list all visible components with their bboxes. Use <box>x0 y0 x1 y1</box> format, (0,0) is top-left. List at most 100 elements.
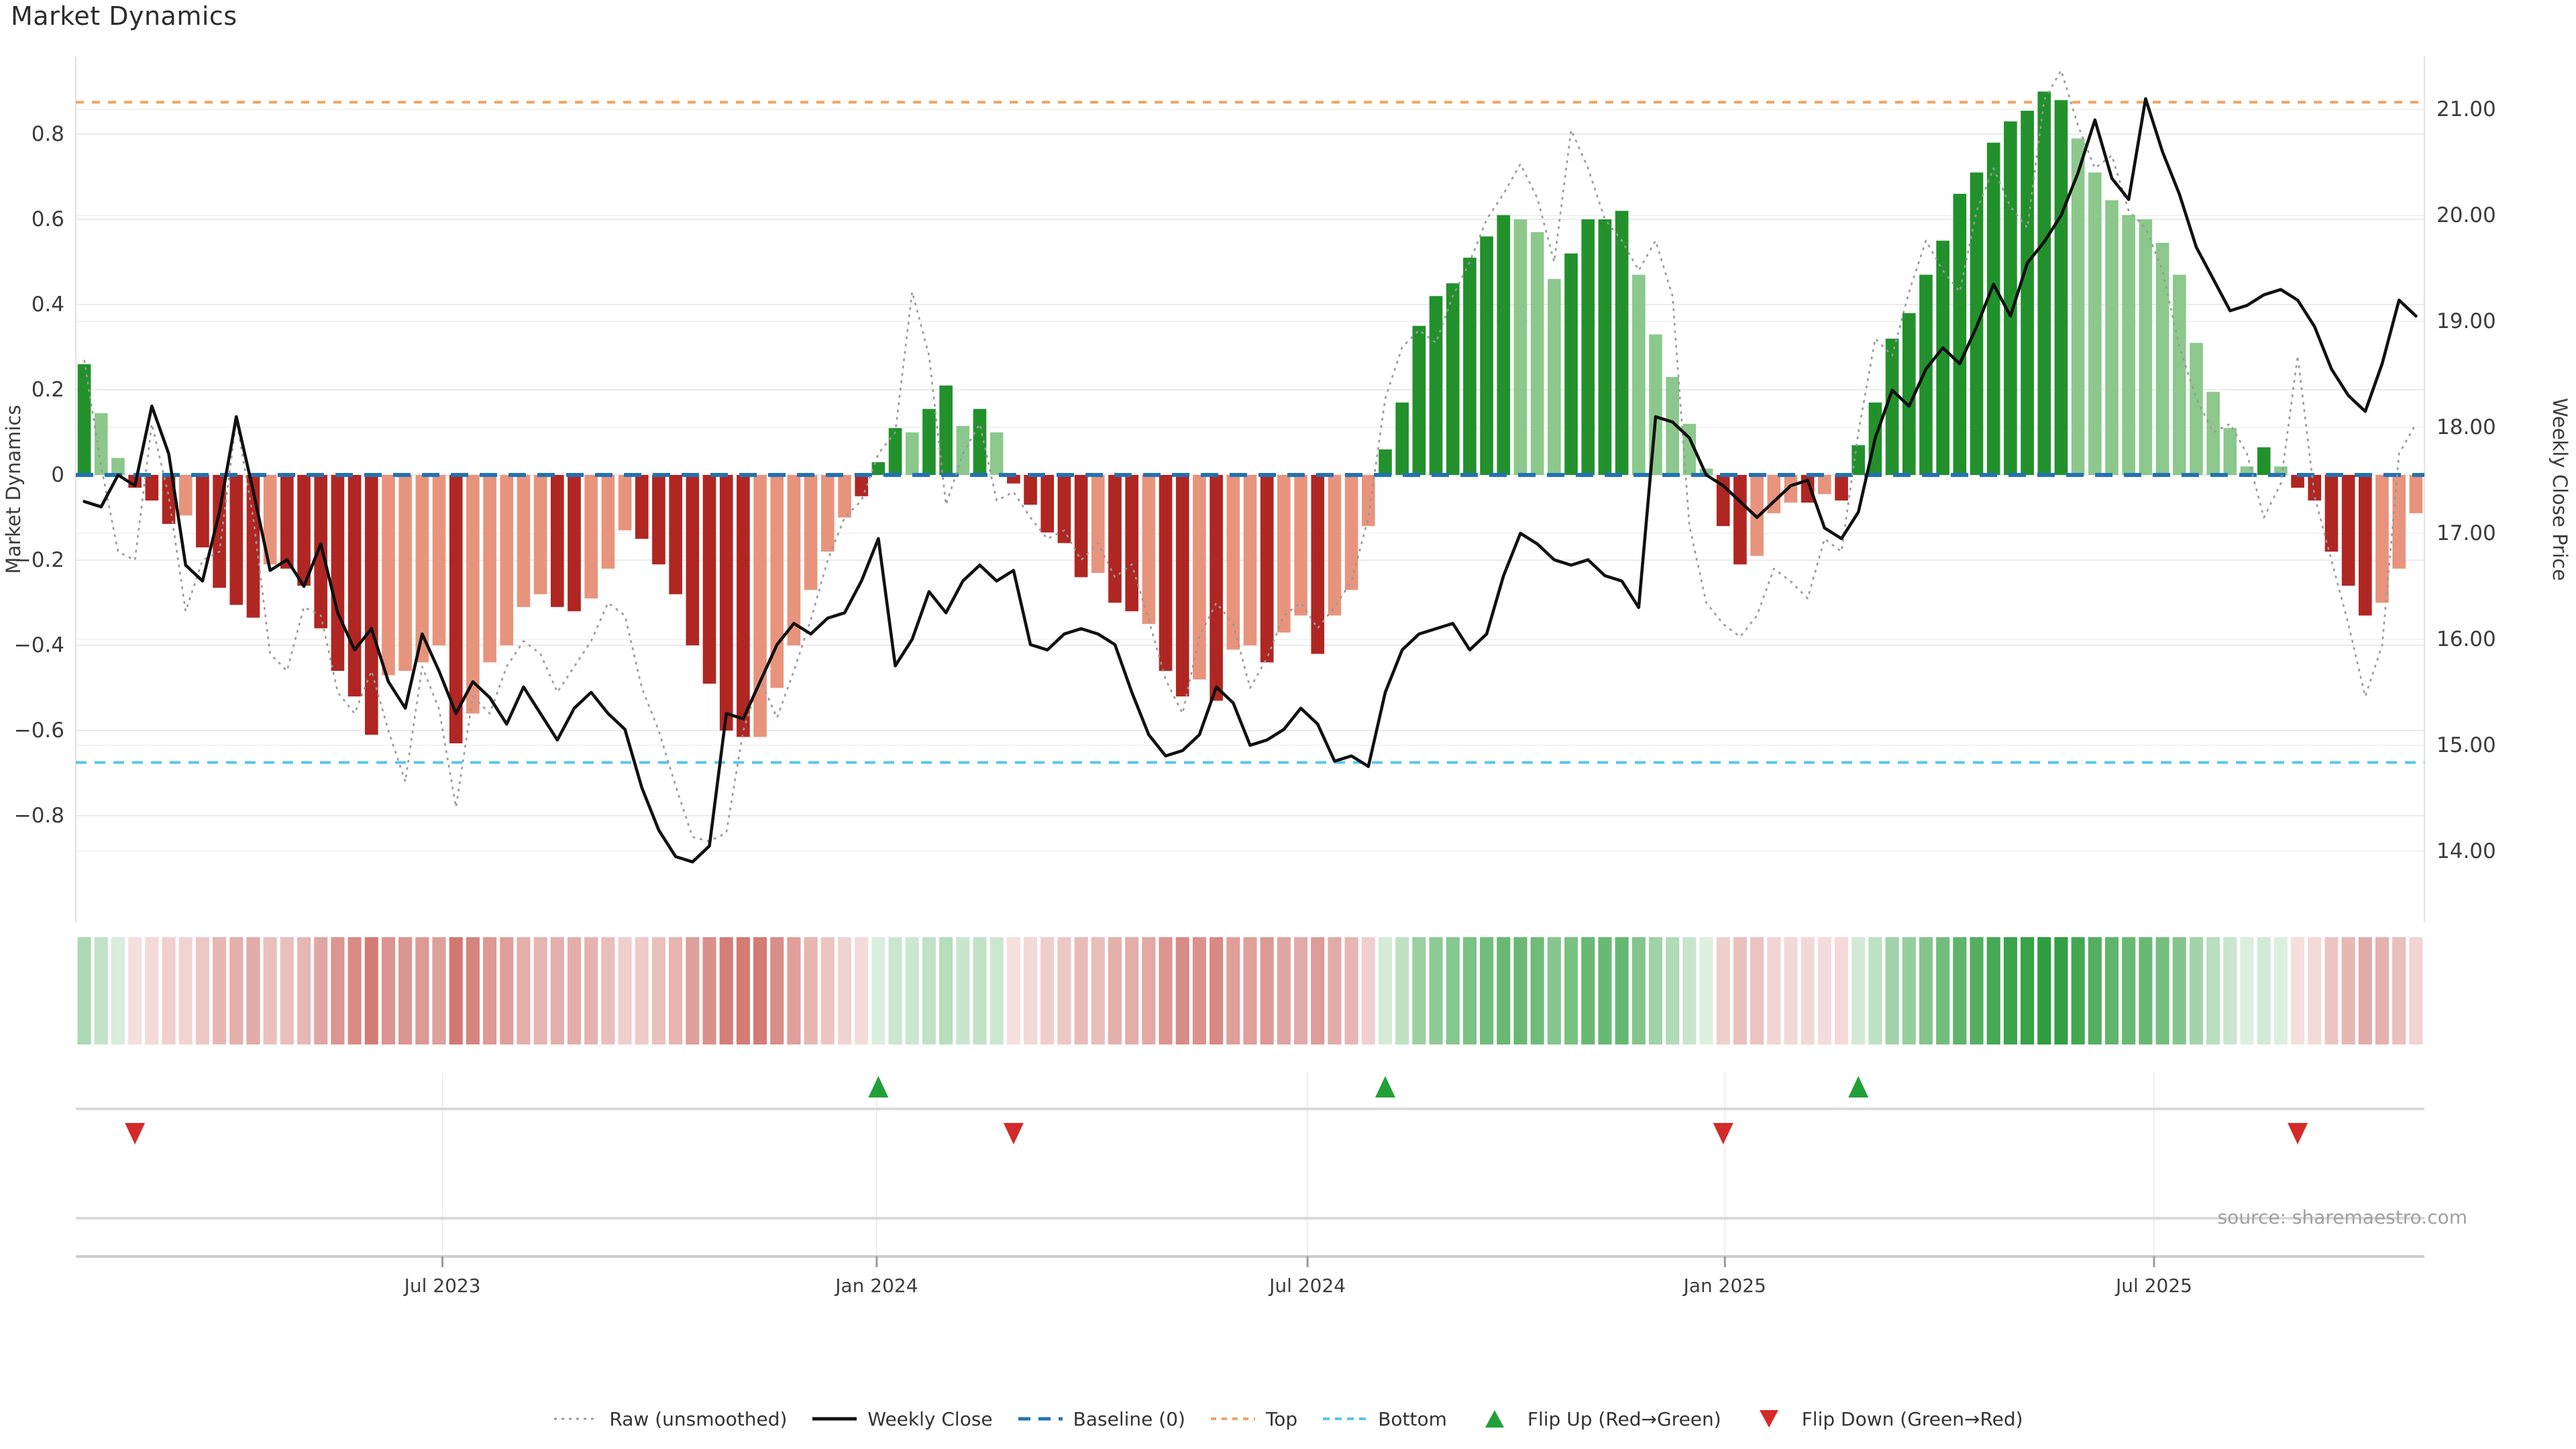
heatmap-cell <box>1902 937 1916 1044</box>
y-tick-label: 0.6 <box>32 207 64 231</box>
heatmap-cell <box>837 937 852 1044</box>
heatmap-cell <box>1412 937 1426 1044</box>
dynamics-bar <box>770 475 784 688</box>
heatmap-cell <box>1716 937 1730 1044</box>
heatmap-cell <box>1277 937 1291 1044</box>
dynamics-bar <box>1277 475 1291 633</box>
dynamics-bar <box>1919 274 1933 475</box>
heatmap-cell <box>517 937 531 1044</box>
legend-item: Bottom <box>1322 1407 1447 1430</box>
raw-line-icon <box>554 1417 599 1420</box>
dynamics-bar <box>1159 475 1173 672</box>
price-tick-label: 17.00 <box>2436 521 2496 545</box>
dynamics-bar <box>601 475 615 569</box>
heatmap-cell <box>1801 937 1815 1044</box>
dynamics-bar <box>2375 475 2389 603</box>
dynamics-bar <box>1953 193 1967 475</box>
heatmap-cell <box>1936 937 1950 1044</box>
heatmap-cell <box>1547 937 1561 1044</box>
dynamics-bar <box>821 475 835 552</box>
dynamics-bar <box>1024 475 1037 505</box>
heatmap-cell <box>905 937 919 1044</box>
heatmap-cell <box>702 937 716 1044</box>
heatmap-cell <box>2037 937 2051 1044</box>
dynamics-bar <box>1142 475 1156 625</box>
heatmap-cell <box>2003 937 2017 1044</box>
heatmap-cell <box>1733 937 1747 1044</box>
heatmap-cell <box>500 937 514 1044</box>
heatmap-cell <box>1344 937 1358 1044</box>
dynamics-bar <box>838 475 851 518</box>
dynamics-bar <box>2105 200 2118 475</box>
dynamics-bar <box>1463 258 1477 475</box>
heatmap-cell <box>2392 937 2406 1044</box>
x-tick-label: Jul 2025 <box>2114 1275 2192 1297</box>
heatmap-cell <box>1328 937 1342 1044</box>
heatmap-cell <box>1462 937 1477 1044</box>
dynamics-bar <box>331 475 345 672</box>
dynamics-bar <box>297 475 311 586</box>
dynamics-bar <box>787 475 801 645</box>
dynamics-bar <box>1125 475 1139 612</box>
dynamics-bar <box>686 475 700 645</box>
heatmap-cell <box>1091 937 1105 1044</box>
dynamics-bar <box>939 385 953 475</box>
heatmap-cell <box>1851 937 1866 1044</box>
dynamics-bar <box>1344 475 1358 590</box>
heatmap-cell <box>1682 937 1697 1044</box>
dynamics-bar <box>905 432 919 475</box>
flip-down-marker <box>2288 1123 2308 1144</box>
dynamics-bar <box>1835 475 1848 501</box>
y-tick-label: −0.2 <box>14 548 64 572</box>
heatmap-cell <box>364 937 378 1044</box>
heatmap-cell <box>686 937 700 1044</box>
heatmap-cell <box>635 937 649 1044</box>
dynamics-bar <box>1311 475 1325 654</box>
heatmap-cell <box>2189 937 2204 1044</box>
heatmap-cell <box>347 937 362 1044</box>
dynamics-bar <box>737 475 750 737</box>
dynamics-bar <box>2021 111 2034 475</box>
heatmap-cell <box>787 937 801 1044</box>
dynamics-bar <box>1513 219 1527 475</box>
heatmap-cell <box>94 937 108 1044</box>
y-tick-label: −0.4 <box>14 633 64 657</box>
dynamics-bar <box>669 475 682 594</box>
right-axis-title: Weekly Close Price <box>2548 398 2571 581</box>
dynamics-bar <box>635 475 649 539</box>
heatmap-cell <box>550 937 564 1044</box>
heatmap-cell <box>1446 937 1460 1044</box>
heatmap-cell <box>871 937 885 1044</box>
dynamics-bar <box>1074 475 1088 578</box>
dynamics-bar <box>1108 475 1122 603</box>
heatmap-cell <box>145 937 159 1044</box>
dynamics-bar <box>145 475 159 501</box>
legend-item: Flip Down (Green→Red) <box>1746 1407 2023 1430</box>
heatmap-cell <box>956 937 970 1044</box>
dynamics-bar <box>855 475 869 496</box>
dynamics-bar <box>922 409 936 475</box>
dynamics-bar <box>1564 253 1578 475</box>
dynamics-bar <box>1210 475 1223 701</box>
heatmap-cell <box>820 937 835 1044</box>
dynamics-bar <box>1294 475 1307 616</box>
dynamics-bar <box>1530 232 1544 475</box>
baseline-line-icon <box>1018 1417 1063 1421</box>
heatmap-cell <box>449 937 463 1044</box>
heatmap-cell <box>1023 937 1038 1044</box>
heatmap-cell <box>229 937 244 1044</box>
heatmap-cell <box>415 937 429 1044</box>
heatmap-cell <box>1057 937 1071 1044</box>
y-tick-label: −0.6 <box>14 718 64 743</box>
dynamics-bar <box>2324 475 2339 552</box>
dynamics-bar <box>2155 242 2169 475</box>
price-tick-label: 15.00 <box>2436 733 2496 757</box>
heatmap-cell <box>1868 937 1882 1044</box>
dynamics-bar <box>1429 296 1443 475</box>
heatmap-cell <box>1378 937 1393 1044</box>
dynamics-bar <box>1784 475 1798 503</box>
heatmap-cell <box>1564 937 1578 1044</box>
flip-down-icon <box>1759 1410 1778 1428</box>
legend-label: Weekly Close <box>867 1407 993 1430</box>
dynamics-bar <box>178 475 193 516</box>
